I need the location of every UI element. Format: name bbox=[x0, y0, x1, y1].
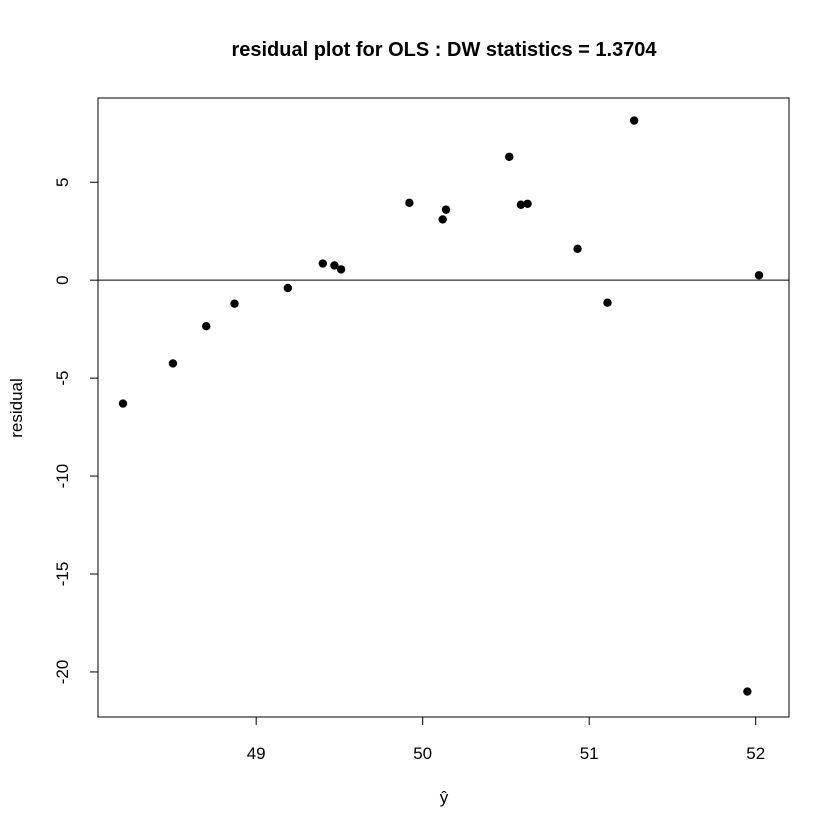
y-tick-label: -15 bbox=[53, 562, 72, 587]
data-point bbox=[168, 359, 178, 368]
data-points bbox=[118, 116, 764, 696]
data-point bbox=[603, 298, 612, 307]
data-point bbox=[118, 399, 128, 408]
data-point bbox=[573, 244, 582, 254]
data-point bbox=[754, 271, 764, 280]
x-tick-label: 50 bbox=[413, 744, 432, 763]
data-point bbox=[202, 322, 211, 331]
x-axis: 49 50 51 52 bbox=[247, 716, 765, 763]
y-tick-label: -5 bbox=[53, 371, 72, 386]
data-point bbox=[283, 283, 293, 293]
data-point bbox=[318, 259, 327, 268]
data-point bbox=[523, 199, 532, 208]
x-tick-label: 52 bbox=[746, 744, 765, 763]
y-tick-label: 0 bbox=[53, 275, 72, 284]
data-point bbox=[438, 215, 447, 224]
y-axis: -20 -15 -10 -5 0 5 bbox=[53, 177, 99, 685]
data-point bbox=[330, 261, 339, 270]
data-point bbox=[516, 200, 526, 209]
data-point bbox=[441, 205, 451, 214]
data-point bbox=[405, 198, 414, 207]
data-point bbox=[505, 152, 514, 161]
chart-title: residual plot for OLS : DW statistics = … bbox=[231, 39, 657, 61]
y-axis-label: residual bbox=[7, 378, 26, 438]
data-point bbox=[336, 265, 346, 274]
plot-frame bbox=[97, 97, 790, 718]
data-point bbox=[743, 687, 752, 696]
y-tick-label: 5 bbox=[53, 177, 72, 186]
y-tick-label: -10 bbox=[53, 464, 72, 489]
x-tick-label: 51 bbox=[580, 744, 599, 763]
x-tick-label: 49 bbox=[247, 744, 266, 763]
data-point bbox=[230, 299, 239, 308]
x-axis-label: ŷ bbox=[440, 788, 449, 807]
y-tick-label: -20 bbox=[53, 660, 72, 685]
data-point bbox=[629, 116, 639, 125]
